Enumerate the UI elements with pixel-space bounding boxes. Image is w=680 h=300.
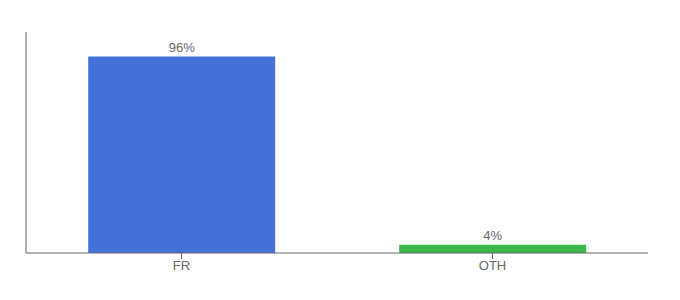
svg-text:4%: 4%	[483, 228, 502, 243]
svg-text:96%: 96%	[169, 40, 195, 55]
svg-text:FR: FR	[173, 258, 190, 273]
svg-text:OTH: OTH	[479, 258, 506, 273]
